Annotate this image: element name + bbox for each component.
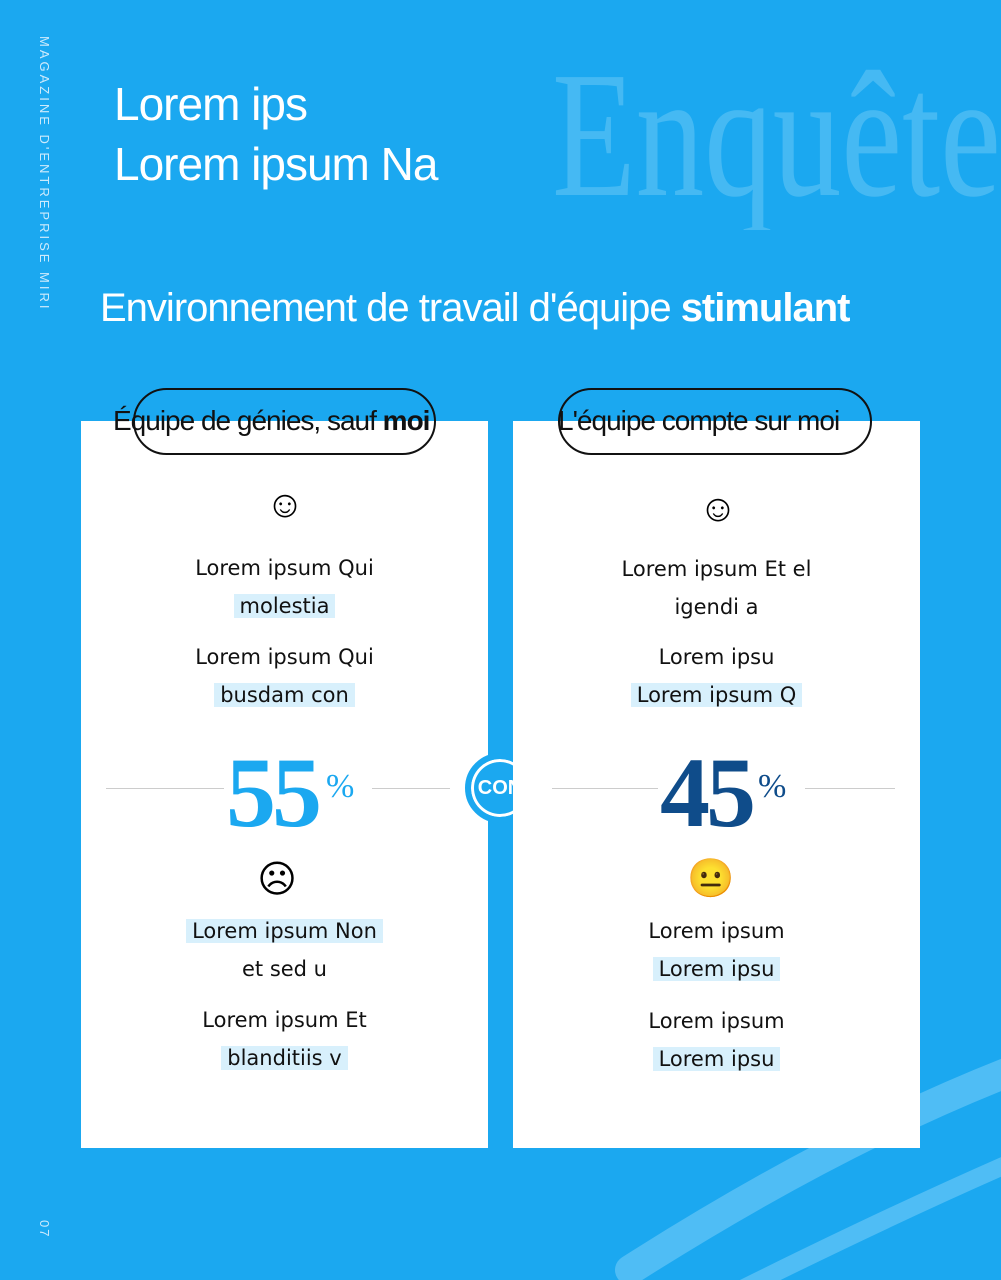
page-number: 07 (37, 1220, 52, 1239)
subtitle-regular: Environnement de travail d'équipe (100, 286, 681, 330)
right-percent-sign: % (758, 768, 787, 805)
page-title: Lorem ips Lorem ipsum Na (114, 74, 438, 194)
angel-smiley-icon: ☺ (698, 488, 738, 530)
right-text-2: Lorem ipsu Lorem ipsum Q (513, 638, 920, 714)
right-label-pill (558, 388, 872, 455)
watermark: Enquête (552, 50, 1001, 230)
text-line: Lorem ipsum Qui (195, 645, 374, 669)
highlight-text: busdam con (214, 683, 355, 707)
title-line-2: Lorem ipsum Na (114, 138, 438, 190)
text-line: Lorem ipsum (648, 1009, 785, 1033)
text-line: Lorem ipsum Et el (621, 557, 812, 581)
divider-line (106, 788, 224, 789)
highlight-text: blanditiis v (221, 1046, 348, 1070)
highlight-text: Lorem ipsu (652, 957, 781, 981)
text-line: Lorem ipsum (648, 919, 785, 943)
left-card (81, 421, 488, 1148)
left-text-2: Lorem ipsum Qui busdam con (81, 638, 488, 714)
crown-smiley-icon: ☺ (265, 484, 305, 526)
left-text-1: Lorem ipsum Qui molestia (81, 549, 488, 625)
right-text-4: Lorem ipsum Lorem ipsu (513, 1002, 920, 1078)
neutral-face-icon: 😐 (687, 858, 735, 900)
highlight-text: Lorem ipsum Q (630, 683, 803, 707)
subtitle-bold: stimulant (680, 286, 851, 330)
highlight-text: Lorem ipsu (652, 1047, 781, 1071)
right-text-1: Lorem ipsum Et el igendi a (513, 550, 920, 626)
divider-line (552, 788, 658, 789)
left-text-4: Lorem ipsum Et blanditiis v (81, 1001, 488, 1077)
left-label-pill (133, 388, 436, 455)
right-percent: 45 (660, 737, 756, 848)
text-line: Lorem ipsu (658, 645, 775, 669)
text-line: igendi a (674, 595, 759, 619)
highlight-text: molestia (233, 594, 336, 618)
upset-face-icon: ☹ (257, 859, 297, 901)
subtitle: Environnement de travail d'équipe stimul… (100, 286, 851, 331)
watermark-title: Enquête (552, 50, 1001, 230)
left-percent: 55 (226, 737, 322, 848)
left-label: Équipe de génies, sauf moi (113, 405, 431, 437)
title-line-1: Lorem ips (114, 78, 308, 130)
divider-line (372, 788, 450, 789)
right-label: L'équipe compte sur moi (558, 405, 840, 436)
left-text-3: Lorem ipsum Non et sed u (81, 912, 488, 988)
magazine-name: MAGAZINE D'ENTREPRISE MIRI (37, 36, 52, 312)
left-label-bold: moi (382, 405, 431, 436)
left-percent-sign: % (326, 768, 355, 805)
text-line: Lorem ipsum Qui (195, 556, 374, 580)
text-line: et sed u (241, 957, 327, 981)
left-label-regular: Équipe de génies, sauf (113, 405, 383, 436)
highlight-text: Lorem ipsum Non (186, 919, 383, 943)
divider-line (805, 788, 895, 789)
right-card (513, 421, 920, 1148)
text-line: Lorem ipsum Et (202, 1008, 367, 1032)
right-text-3: Lorem ipsum Lorem ipsu (513, 912, 920, 988)
